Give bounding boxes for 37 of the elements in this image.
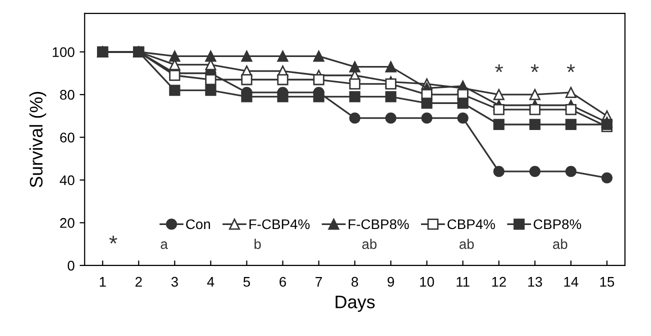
y-tick-label: 100 (52, 47, 74, 58)
annotation: ab (552, 238, 568, 250)
x-tick-label: 3 (171, 276, 178, 287)
x-tick-label: 5 (243, 277, 250, 287)
annotation: a (160, 241, 168, 250)
x-tick-label: 13 (528, 276, 542, 287)
annotation: ab (460, 238, 474, 250)
x-tick-label: 15 (600, 277, 614, 287)
x-tick-label: 11 (456, 277, 470, 287)
x-tick-label: 12 (492, 276, 506, 287)
y-tick-label: 40 (60, 175, 74, 186)
x-tick-label: 14 (564, 277, 578, 287)
y-axis-title: Survival (%) (29, 92, 46, 188)
x-tick-label: 6 (280, 276, 286, 287)
y-tick-label: 60 (60, 132, 74, 142)
legend-label: F-CBP8% (348, 219, 409, 230)
x-tick-label: 8 (352, 276, 358, 287)
y-tick-label: 0 (68, 260, 74, 271)
legend-label: Con (186, 219, 210, 230)
y-tick-label: 80 (60, 90, 74, 100)
x-tick-label: 4 (207, 277, 214, 287)
annotation: * (109, 236, 118, 244)
x-axis-title: Days (336, 296, 375, 312)
y-tick-label: 20 (60, 218, 74, 228)
annotation: * (530, 64, 539, 72)
x-tick-label: 7 (316, 277, 322, 287)
legend-label: CBP8% (534, 219, 582, 230)
legend-label: CBP4% (448, 219, 495, 230)
x-tick-label: 1 (100, 277, 106, 287)
annotation: b (254, 238, 261, 250)
annotation: ab (362, 238, 377, 250)
x-tick-label: 2 (136, 276, 142, 287)
annotation: * (495, 64, 504, 72)
x-tick-label: 10 (420, 276, 434, 287)
x-tick-label: 9 (388, 276, 394, 287)
legend-label: F-CBP4% (250, 219, 310, 230)
annotation: * (566, 64, 575, 72)
